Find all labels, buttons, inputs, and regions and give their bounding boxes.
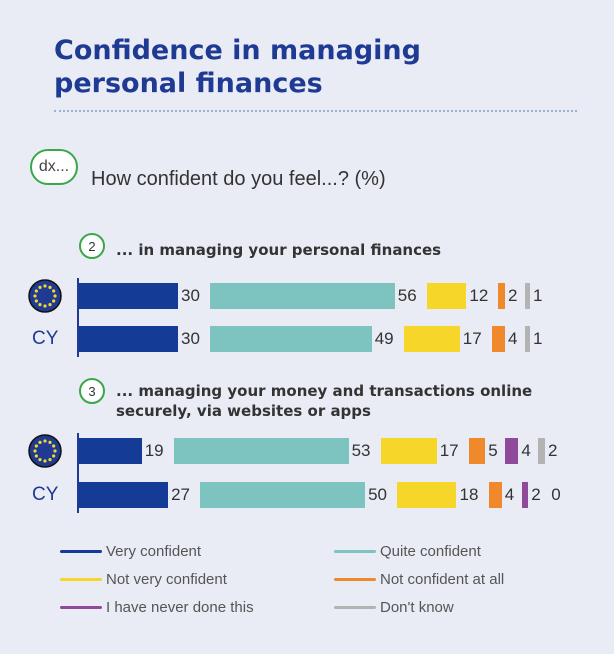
legend-label: Not confident at all bbox=[380, 571, 505, 588]
bar-segment bbox=[397, 482, 457, 508]
legend-item: Quite confident bbox=[334, 543, 481, 560]
bar-segment bbox=[79, 438, 142, 464]
legend-label: I have never done this bbox=[106, 599, 254, 616]
data-label: 50 bbox=[368, 485, 388, 504]
legend-swatch bbox=[60, 578, 102, 581]
row-label: CY bbox=[32, 328, 59, 349]
data-label: 4 bbox=[508, 329, 518, 348]
speech-bubble-icon: dx... bbox=[30, 149, 78, 185]
bar-segment bbox=[468, 438, 486, 464]
data-label: 30 bbox=[181, 286, 200, 305]
bar-segment bbox=[403, 326, 460, 352]
bar-segment bbox=[210, 283, 395, 309]
bar-segment bbox=[426, 283, 467, 309]
bar-segment bbox=[525, 326, 530, 352]
data-label: 19 bbox=[144, 441, 164, 460]
bar-segment bbox=[505, 438, 519, 464]
legend-item: Don't know bbox=[334, 599, 454, 616]
bar-segment bbox=[525, 283, 530, 309]
title-line-2: personal finances bbox=[54, 68, 323, 99]
legend-item: I have never done this bbox=[60, 599, 254, 616]
data-label: 53 bbox=[351, 441, 371, 460]
legend-swatch bbox=[334, 606, 376, 609]
eu-flag-icon bbox=[28, 279, 62, 313]
legend-item: Not very confident bbox=[60, 571, 227, 588]
question-number-icon: 3 bbox=[79, 378, 105, 404]
data-label: 1 bbox=[533, 329, 543, 348]
bar-segment bbox=[173, 438, 349, 464]
data-label: 2 bbox=[531, 485, 541, 504]
bar-segment bbox=[380, 438, 437, 464]
category-axis bbox=[77, 278, 79, 357]
bar-segment bbox=[79, 326, 178, 352]
data-label: 2 bbox=[508, 286, 518, 305]
legend-label: Quite confident bbox=[380, 543, 481, 560]
bar-segment bbox=[79, 283, 178, 309]
data-label: 2 bbox=[548, 441, 558, 460]
legend-swatch bbox=[334, 550, 376, 553]
data-label: 27 bbox=[171, 485, 191, 504]
bar-segment bbox=[491, 326, 505, 352]
legend-swatch bbox=[334, 578, 376, 581]
data-label: 56 bbox=[397, 286, 417, 305]
data-label: 1 bbox=[533, 286, 543, 305]
bar-segment bbox=[498, 283, 505, 309]
group-question: ... in managing your personal finances bbox=[116, 241, 442, 259]
legend-label: Not very confident bbox=[106, 571, 227, 588]
group-question: ... managing your money and transactions… bbox=[116, 382, 533, 420]
bar-segment bbox=[210, 326, 372, 352]
question-number: 2 bbox=[88, 238, 96, 254]
bar-segment bbox=[79, 482, 169, 508]
bar-segment bbox=[488, 482, 502, 508]
legend-item: Not confident at all bbox=[334, 571, 504, 588]
title-line-1: Confidence in managing bbox=[54, 35, 421, 66]
question-number: 3 bbox=[88, 383, 96, 399]
bar-segment bbox=[200, 482, 366, 508]
legend-label: Don't know bbox=[380, 599, 454, 616]
data-label: 17 bbox=[462, 329, 482, 348]
speech-bubble-text: dx... bbox=[38, 158, 70, 175]
bar-segment bbox=[521, 482, 529, 508]
question-text: How confident do you feel...? (%) bbox=[91, 168, 386, 190]
question-number-icon: 2 bbox=[79, 233, 105, 259]
legend-label: Very confident bbox=[106, 543, 202, 560]
data-label: 12 bbox=[469, 286, 489, 305]
data-label: 4 bbox=[504, 485, 515, 504]
legend-swatch bbox=[60, 606, 102, 609]
data-label: 4 bbox=[521, 441, 531, 460]
data-label: 30 bbox=[181, 329, 200, 348]
data-label: 49 bbox=[374, 329, 394, 348]
legend-swatch bbox=[60, 550, 102, 553]
legend-item: Very confident bbox=[60, 543, 201, 560]
data-label: 17 bbox=[439, 441, 459, 460]
category-axis bbox=[77, 433, 79, 513]
page-title: Confidence in managing personal finances bbox=[54, 34, 421, 100]
data-label: 18 bbox=[459, 485, 479, 504]
bar-segment bbox=[538, 438, 545, 464]
title-divider bbox=[54, 110, 577, 112]
data-label: 0 bbox=[551, 485, 561, 504]
eu-flag-icon bbox=[28, 434, 62, 468]
row-label: CY bbox=[32, 484, 59, 505]
data-label: 5 bbox=[488, 441, 498, 460]
